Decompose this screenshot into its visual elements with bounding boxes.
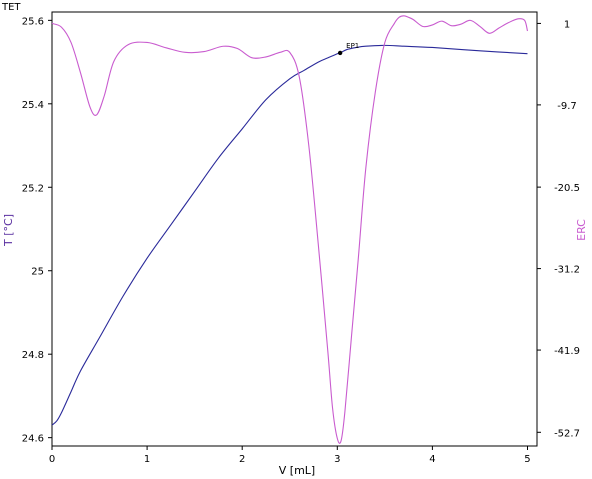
y-right-axis-title: ERC xyxy=(575,219,588,241)
plot-frame xyxy=(51,11,538,447)
y-right-tick-label: -31.2 xyxy=(554,265,580,276)
y-right-tick-label: -41.9 xyxy=(554,346,580,357)
series-layer: EP1 xyxy=(51,15,529,444)
x-tick-label: 3 xyxy=(334,454,340,465)
temperature-series-line xyxy=(51,44,528,426)
y-left-tick-label: 24.8 xyxy=(22,350,44,361)
x-axis-title: V [mL] xyxy=(279,464,315,477)
x-tick-label: 1 xyxy=(144,454,150,465)
x-tick-label: 4 xyxy=(429,454,435,465)
y-right-tick-label: -9.7 xyxy=(557,101,577,112)
y-right-axis-ticks: 1 -9.7 -20.5 -31.2 -41.9 -52.7 xyxy=(537,19,580,439)
x-tick-label: 5 xyxy=(524,454,530,465)
endpoint-label: EP1 xyxy=(346,42,359,50)
erc-series-line xyxy=(51,15,529,444)
chart-title: TET xyxy=(1,2,21,13)
y-right-tick-label: -52.7 xyxy=(554,428,580,439)
y-left-tick-label: 24.6 xyxy=(22,434,44,445)
x-axis-ticks: 0 1 2 3 4 5 xyxy=(49,446,531,465)
x-tick-label: 0 xyxy=(49,454,55,465)
plot-border xyxy=(51,11,538,447)
y-left-axis-title: T [°C] xyxy=(2,214,15,247)
y-left-axis-ticks: 24.6 24.8 25 25.2 25.4 25.6 xyxy=(22,16,52,445)
y-left-tick-label: 25.6 xyxy=(22,16,44,27)
y-right-tick-label: 1 xyxy=(564,19,570,30)
y-left-tick-label: 25 xyxy=(31,267,44,278)
x-tick-label: 2 xyxy=(239,454,245,465)
y-left-tick-label: 25.2 xyxy=(22,183,44,194)
y-right-tick-label: -20.5 xyxy=(554,183,580,194)
endpoint-marker xyxy=(337,50,343,56)
y-left-tick-label: 25.4 xyxy=(22,100,44,111)
